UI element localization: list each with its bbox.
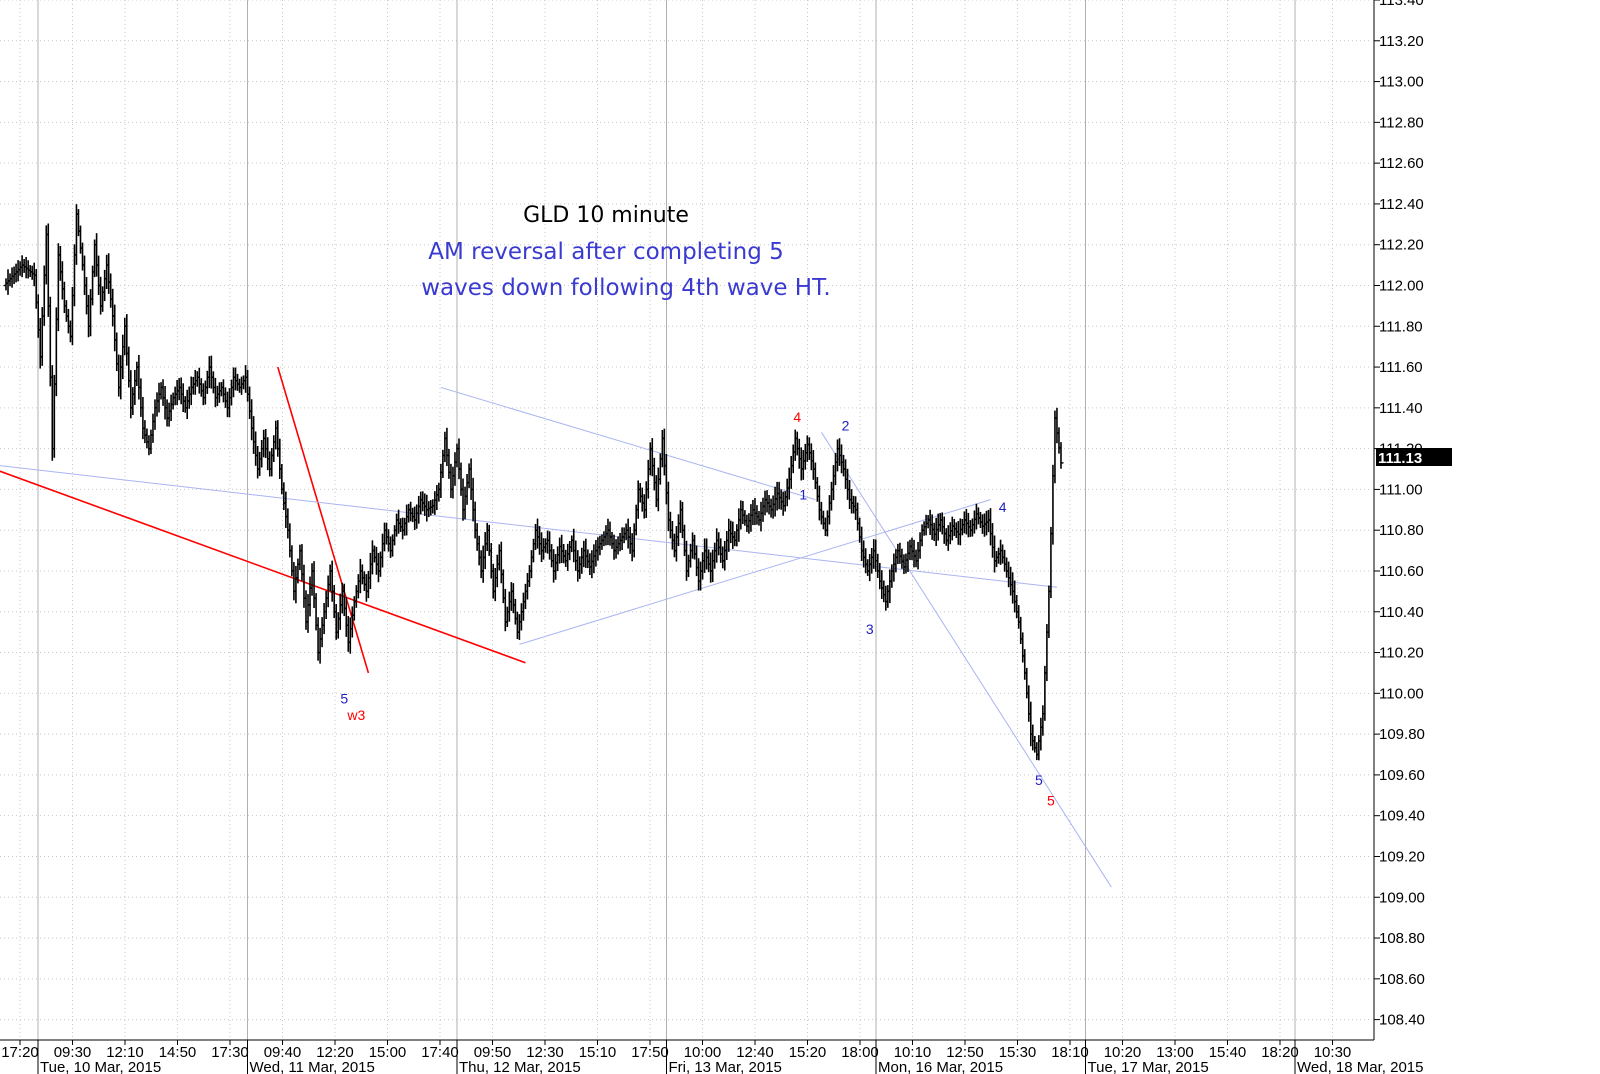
chart-title-block: GLD 10 minute AM reversal after completi…	[421, 203, 831, 301]
last-price-label: 111.13	[1378, 450, 1422, 467]
time-tick-label: 12:20	[316, 1044, 354, 1061]
price-tick-label: 113.40	[1379, 0, 1424, 9]
time-tick-label: 12:10	[106, 1044, 144, 1061]
date-tick-label: Fri, 13 Mar, 2015	[669, 1059, 782, 1074]
time-tick-label: 15:10	[579, 1044, 617, 1061]
trendline	[0, 470, 526, 664]
time-tick-label: 12:30	[526, 1044, 564, 1061]
date-tick-label: Thu, 12 Mar, 2015	[459, 1059, 581, 1074]
price-tick-label: 108.40	[1379, 1012, 1425, 1029]
time-tick-label: 17:20	[1, 1044, 39, 1061]
time-tick-label: 13:00	[1156, 1044, 1194, 1061]
date-tick-label: Mon, 16 Mar, 2015	[878, 1059, 1003, 1074]
price-tick-label: 109.80	[1379, 726, 1425, 743]
time-tick-label: 17:50	[631, 1044, 669, 1061]
price-tick-label: 110.80	[1379, 522, 1424, 539]
wave-label: 3	[866, 621, 874, 637]
wave-label: 2	[842, 417, 850, 433]
time-tick-label: 10:00	[684, 1044, 722, 1061]
price-tick-label: 109.40	[1379, 808, 1425, 825]
time-tick-label: 17:40	[421, 1044, 459, 1061]
wave-label: 5	[340, 691, 348, 707]
wave-label: w3	[346, 707, 365, 723]
price-tick-label: 111.00	[1379, 481, 1423, 498]
time-tick-label: 15:40	[1209, 1044, 1247, 1061]
time-axis: 17:20 09:30 12:10 14:50 17:30 09:40 12:20 15:00…	[0, 1039, 1423, 1074]
price-tick-label: 109.00	[1379, 889, 1425, 906]
trendline-layer	[0, 366, 1112, 888]
time-tick-label: 10:30	[1314, 1044, 1352, 1061]
time-tick-label: 18:10	[1051, 1044, 1089, 1061]
time-tick-label: 14:50	[159, 1044, 197, 1061]
price-bars	[3, 204, 1064, 761]
time-tick-label: 18:00	[841, 1044, 879, 1061]
time-tick-label: 09:30	[54, 1044, 92, 1061]
wave-label: 5	[1047, 792, 1055, 808]
price-tick-label: 113.00	[1379, 74, 1424, 91]
price-tick-label: 110.40	[1379, 604, 1424, 621]
time-tick-label: 15:30	[999, 1044, 1037, 1061]
time-tick-label: 17:30	[211, 1044, 249, 1061]
trendline	[440, 386, 816, 501]
price-tick-label: 111.80	[1379, 318, 1423, 335]
price-tick-label: 112.00	[1379, 277, 1424, 294]
ohlc-bar	[1058, 442, 1064, 469]
price-tick-label: 109.60	[1379, 767, 1425, 784]
time-tick-label: 12:40	[736, 1044, 774, 1061]
date-tick-label: Wed, 11 Mar, 2015	[250, 1059, 375, 1074]
wave-label: 4	[999, 499, 1007, 515]
time-tick-label: 09:40	[264, 1044, 302, 1061]
time-tick-label: 12:50	[946, 1044, 984, 1061]
price-axis: 108.40 108.60 108.80 109.00 109.20 109.40 109.…	[1373, 0, 1425, 1040]
chart-grid	[0, 0, 1372, 1040]
price-tick-label: 112.60	[1379, 155, 1424, 172]
price-tick-label: 113.20	[1379, 33, 1424, 50]
price-tick-label: 111.60	[1379, 359, 1423, 376]
wave-label: 4	[793, 409, 801, 425]
chart-title: GLD 10 minute	[523, 203, 689, 228]
time-tick-label: 15:20	[789, 1044, 827, 1061]
price-tick-label: 112.80	[1379, 114, 1424, 131]
time-tick-label: 10:20	[1104, 1044, 1142, 1061]
date-tick-label: Tue, 10 Mar, 2015	[40, 1059, 161, 1074]
price-tick-label: 109.20	[1379, 848, 1425, 865]
trendline	[277, 366, 370, 674]
time-tick-label: 09:50	[474, 1044, 512, 1061]
wave-label: 1	[799, 487, 807, 503]
time-tick-label: 18:20	[1261, 1044, 1299, 1061]
price-tick-label: 110.60	[1379, 563, 1424, 580]
price-tick-label: 112.20	[1379, 237, 1424, 254]
time-tick-label: 15:00	[369, 1044, 407, 1061]
price-tick-label: 108.60	[1379, 971, 1425, 988]
price-tick-label: 111.40	[1379, 400, 1423, 417]
date-tick-label: Wed, 18 Mar, 2015	[1297, 1059, 1423, 1074]
trendline	[820, 432, 1112, 888]
price-tick-label: 110.00	[1379, 685, 1424, 702]
trendline	[0, 465, 1058, 588]
chart-subtitle-line-1: AM reversal after completing 5	[428, 239, 784, 265]
chart-subtitle-line-2: waves down following 4th wave HT.	[421, 275, 831, 301]
price-tick-label: 112.40	[1379, 196, 1424, 213]
price-tick-label: 108.80	[1379, 930, 1425, 947]
trendline	[519, 499, 991, 645]
last-price-box	[1376, 448, 1452, 466]
last-price-marker: 111.13	[1376, 448, 1452, 467]
wave-label: 5	[1035, 772, 1043, 788]
price-tick-label: 110.20	[1379, 645, 1424, 662]
date-tick-label: Tue, 17 Mar, 2015	[1088, 1059, 1209, 1074]
time-tick-label: 10:10	[894, 1044, 932, 1061]
